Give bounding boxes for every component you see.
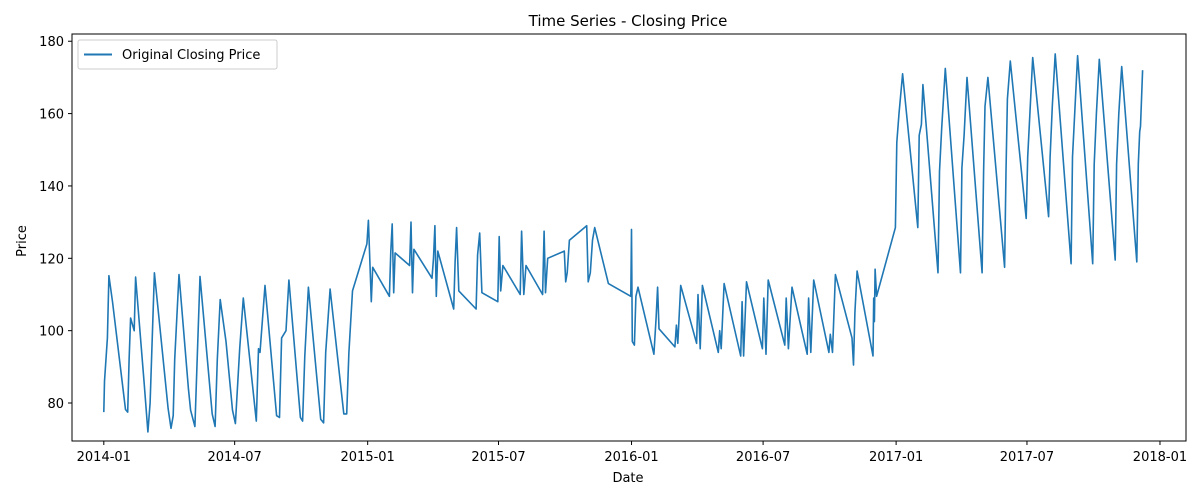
x-tick-label: 2015-01 (341, 450, 395, 465)
y-tick-label: 120 (39, 252, 64, 267)
x-tick-label: 2015-07 (471, 450, 525, 465)
y-tick-label: 160 (39, 108, 64, 123)
x-tick-label: 2018-01 (1133, 450, 1187, 465)
plot-area: 2014-01 2014-07 2015-01 2015-07 2016-01 2016-… (39, 33, 1187, 465)
x-tick-label: 2017-07 (1000, 450, 1054, 465)
x-tick-label: 2017-01 (869, 450, 923, 465)
y-tick-label: 80 (47, 397, 64, 412)
legend: Original Closing Price (77, 39, 278, 70)
x-tick-label: 2014-07 (207, 450, 261, 465)
series-line-closing-price (103, 53, 1144, 433)
plot-frame (71, 33, 1187, 442)
y-tick-label: 100 (39, 325, 64, 340)
y-tick-label: 180 (39, 35, 64, 50)
chart-title: Time Series - Closing Price (528, 12, 728, 30)
x-axis-label: Date (612, 471, 643, 486)
legend-box (77, 39, 278, 70)
x-tick-label: 2014-01 (77, 450, 131, 465)
x-tick-label: 2016-07 (736, 450, 790, 465)
y-tick-label: 140 (39, 180, 64, 195)
x-tick-label: 2016-01 (604, 450, 658, 465)
y-axis-label: Price (15, 225, 30, 257)
legend-label: Original Closing Price (122, 48, 260, 63)
